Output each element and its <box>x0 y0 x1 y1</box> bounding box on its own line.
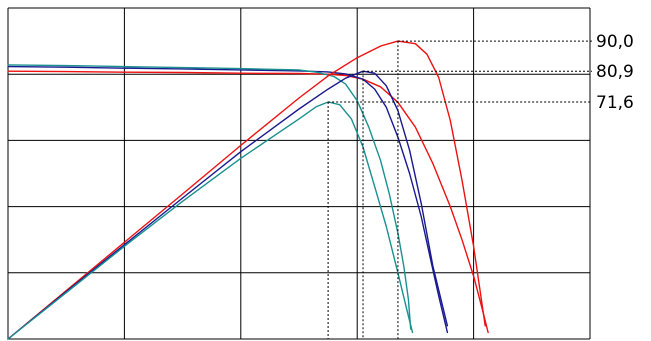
peak-labels: 90,0 80,9 71,6 <box>596 32 634 113</box>
series-power-blue-line <box>7 70 449 340</box>
peak-label-red: 90,0 <box>596 32 634 52</box>
peak-label-blue: 80,9 <box>596 62 634 82</box>
peak-guide-lines <box>327 40 592 339</box>
series-current-blue-line <box>7 65 449 334</box>
peak-label-teal: 71,6 <box>596 93 634 113</box>
grid-lines <box>7 7 591 340</box>
series-current-teal-line <box>7 64 412 330</box>
series-group <box>7 40 489 340</box>
series-power-teal-line <box>7 101 414 340</box>
series-current-red-line <box>7 70 489 334</box>
series-power-red-line <box>7 40 486 340</box>
